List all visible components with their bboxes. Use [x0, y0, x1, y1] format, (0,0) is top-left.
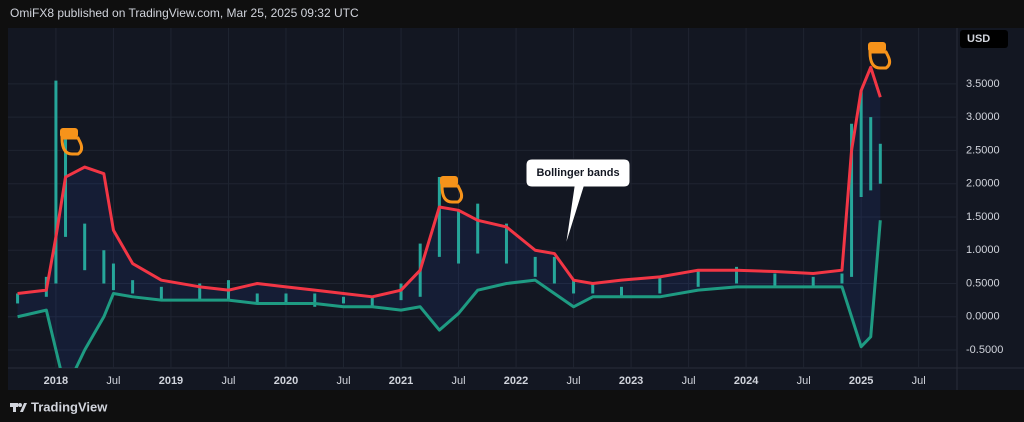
pointer-icons: [60, 42, 892, 204]
x-tick-label: 2024: [734, 375, 759, 387]
y-tick-label: 1.5000: [966, 211, 1000, 223]
x-tick-label: 2023: [619, 375, 643, 387]
plot: [8, 28, 957, 368]
y-tick-label: 3.5000: [966, 78, 1000, 90]
y-tick-label: 1.0000: [966, 244, 1000, 256]
x-tick-label: Jul: [221, 375, 235, 387]
x-tick-label: 2020: [274, 375, 298, 387]
x-tick-label: Jul: [336, 375, 350, 387]
x-tick-label: Jul: [567, 375, 581, 387]
band-fill: [17, 67, 881, 368]
x-tick-label: Jul: [797, 375, 811, 387]
x-tick-label: 2019: [159, 375, 183, 387]
y-tick-label: -0.5000: [966, 344, 1003, 356]
x-tick-label: 2021: [389, 375, 413, 387]
unit: USD: [967, 33, 990, 45]
y-tick-label: 3.0000: [966, 111, 1000, 123]
source: OmiFX8 published on TradingView.com, Mar…: [10, 6, 359, 20]
x-tick-label: 2025: [849, 375, 873, 387]
callout: Bollinger bands: [525, 158, 631, 249]
band-line: [17, 220, 882, 368]
x-tick-label: 2018: [44, 375, 68, 387]
branding: TradingView: [31, 399, 108, 414]
y-tick-label: 0.0000: [966, 311, 1000, 323]
y-tick-label: 2.0000: [966, 178, 1000, 190]
x-tick-label: 2022: [504, 375, 528, 387]
x-tick-label: Jul: [912, 375, 926, 387]
x-tick-label: Jul: [682, 375, 696, 387]
annotation: Bollinger bands: [536, 167, 619, 179]
logo: [10, 403, 27, 412]
y-tick-label: 0.5000: [966, 277, 1000, 289]
x-tick-label: Jul: [106, 375, 120, 387]
unit-box: [960, 30, 1008, 48]
y-tick-label: 2.5000: [966, 144, 1000, 156]
band-line: [17, 65, 882, 299]
x-tick-label: Jul: [452, 375, 466, 387]
